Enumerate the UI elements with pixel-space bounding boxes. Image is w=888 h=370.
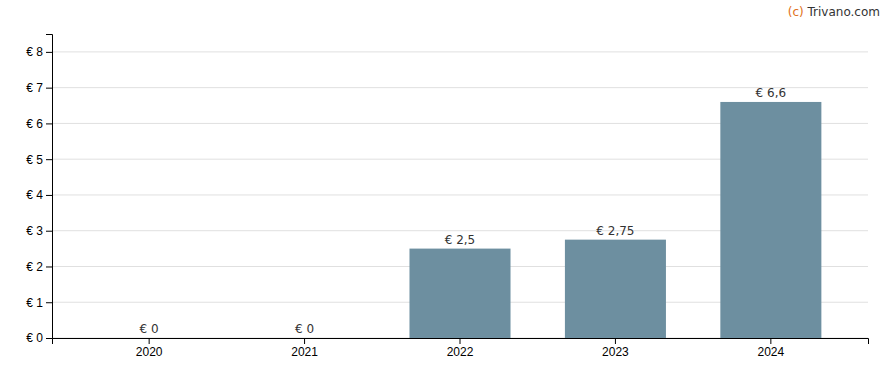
plot: € 0€ 1€ 2€ 3€ 4€ 5€ 6€ 7€ 82020202120222… xyxy=(26,35,868,359)
x-tick-mark xyxy=(460,338,461,344)
y-axis: € 0 € 1 € 2 € 3 € 4 € 5 € 6 € 7 € 8 xyxy=(26,35,52,346)
y-tick-label: € 6 xyxy=(26,117,43,131)
data-labels: € 0 € 0 € 2,5 € 2,75 € 6,6 xyxy=(140,86,787,336)
x-tick-label: 2021 xyxy=(291,345,318,359)
x-tick-label: 2023 xyxy=(602,345,629,359)
watermark-part: Trivano.com xyxy=(807,5,880,19)
grid-line xyxy=(52,51,868,52)
x-tick-mark xyxy=(615,338,616,344)
data-label: € 0 xyxy=(295,322,314,336)
y-tick-mark xyxy=(46,338,52,339)
y-tick-label: € 7 xyxy=(26,81,43,95)
x-tick-mark xyxy=(770,338,771,344)
y-tick: € 4 xyxy=(26,188,52,202)
y-tick-label: € 3 xyxy=(26,224,43,238)
y-tick: € 6 xyxy=(26,117,52,131)
x-tick: 2020 xyxy=(136,338,163,359)
y-tick-label: € 2 xyxy=(26,260,43,274)
grid xyxy=(52,52,868,338)
chart: € 0€ 1€ 2€ 3€ 4€ 5€ 6€ 7€ 82020202120222… xyxy=(0,0,888,370)
data-label: € 2,75 xyxy=(596,224,634,238)
x-tick-label: 2022 xyxy=(447,345,474,359)
y-tick-label: € 1 xyxy=(26,296,43,310)
y-tick: € 0 xyxy=(26,331,52,345)
y-tick-mark xyxy=(46,88,52,89)
x-tick: 2024 xyxy=(758,338,785,359)
x-tick-label: 2024 xyxy=(758,345,785,359)
y-tick-mark xyxy=(46,195,52,196)
y-tick: € 3 xyxy=(26,224,52,238)
bar xyxy=(720,102,821,338)
y-tick: € 7 xyxy=(26,81,52,95)
watermark: (c) Trivano.com xyxy=(788,5,880,19)
y-tick-label: € 8 xyxy=(26,45,43,59)
y-tick-label: € 4 xyxy=(26,188,43,202)
x-tick: 2023 xyxy=(602,338,629,359)
bar xyxy=(565,240,666,338)
y-tick: € 8 xyxy=(26,45,52,59)
y-tick-mark xyxy=(46,159,52,160)
data-label: € 2,5 xyxy=(445,233,476,247)
bar xyxy=(254,338,355,339)
y-tick-label: € 0 xyxy=(26,331,43,345)
x-tick: 2021 xyxy=(291,338,318,359)
y-tick-label: € 5 xyxy=(26,153,43,167)
y-tick-mark xyxy=(46,123,52,124)
x-tick: 2022 xyxy=(447,338,474,359)
y-tick: € 2 xyxy=(26,260,52,274)
y-tick-mark xyxy=(46,231,52,232)
x-tick-mark xyxy=(149,338,150,344)
x-tick-mark xyxy=(304,338,305,344)
y-axis-line xyxy=(46,35,53,339)
x-axis: 2020 2021 2022 2023 2024 xyxy=(53,338,869,359)
bars xyxy=(409,102,821,338)
data-label: € 6,6 xyxy=(756,86,787,100)
y-tick-mark xyxy=(46,52,52,53)
y-tick: € 5 xyxy=(26,153,52,167)
y-tick-mark xyxy=(46,266,52,267)
x-tick-label: 2020 xyxy=(136,345,163,359)
bar xyxy=(409,249,510,338)
y-tick: € 1 xyxy=(26,296,52,310)
bar xyxy=(99,338,200,339)
y-tick-mark xyxy=(46,302,52,303)
x-axis-line xyxy=(53,339,869,345)
data-label: € 0 xyxy=(140,322,159,336)
watermark-part: (c) xyxy=(788,5,808,19)
grid-line xyxy=(52,87,868,88)
